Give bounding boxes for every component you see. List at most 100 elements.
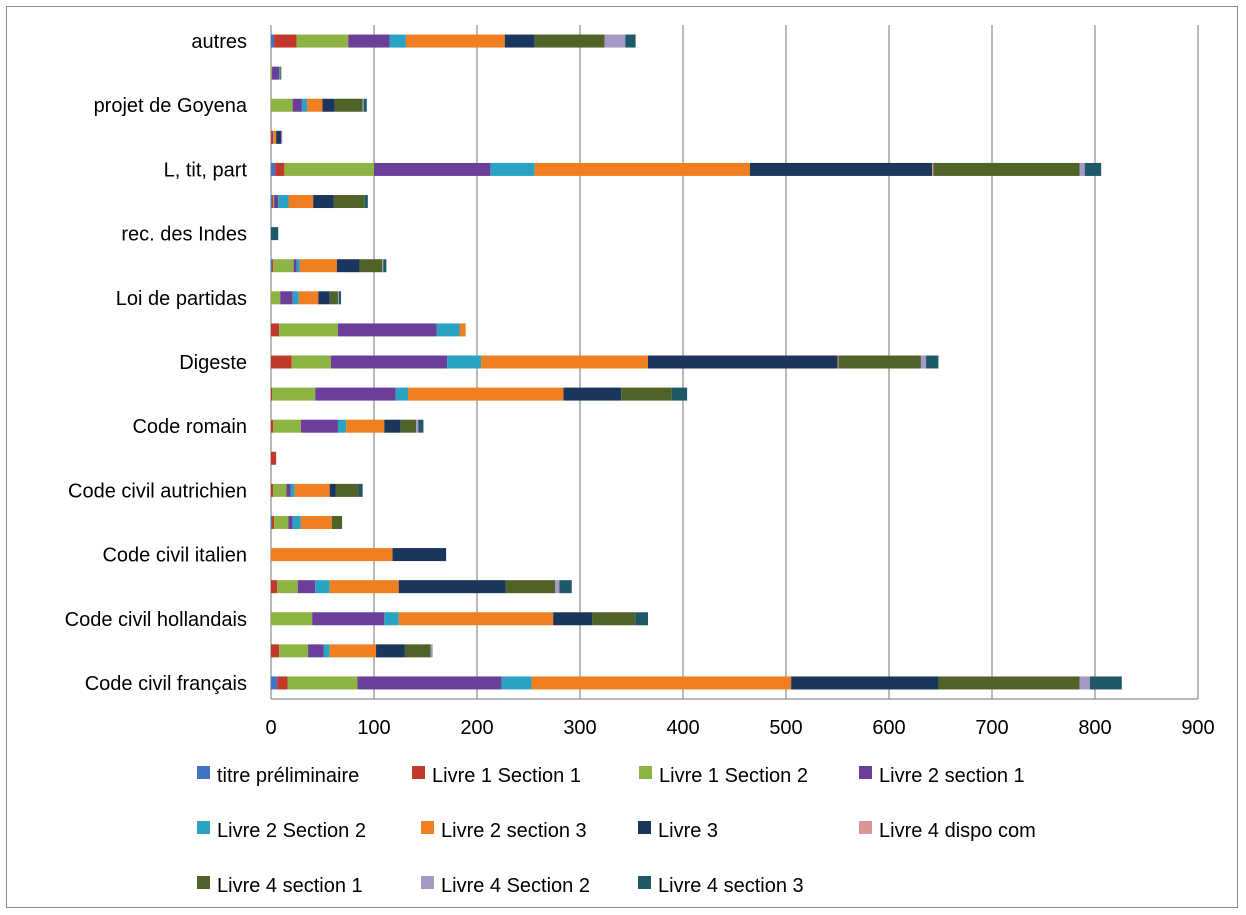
- bar-segment-12-8: [330, 291, 338, 304]
- bar-segment-2-3: [312, 612, 384, 625]
- bar-segment-8-2: [273, 420, 301, 433]
- legend-swatch-0: [197, 766, 210, 779]
- bar-segment-10-2: [292, 356, 331, 369]
- legend-swatch-7: [859, 821, 872, 834]
- bar-segment-11-4: [437, 323, 460, 336]
- bar-segment-0-10: [1090, 676, 1122, 689]
- category-label-20: autres: [191, 31, 247, 53]
- bar-segment-9-1: [271, 388, 272, 401]
- category-label-12: Loi de partidas: [116, 288, 247, 310]
- bar-segment-17-3: [272, 131, 273, 144]
- bar-segment-8-6: [384, 420, 400, 433]
- x-tick-label-5: 500: [769, 717, 802, 739]
- bar-segment-11-1: [271, 323, 279, 336]
- legend-swatch-2: [639, 766, 652, 779]
- bar-segment-13-8: [360, 259, 383, 272]
- bar-segment-16-8: [933, 163, 1079, 176]
- x-tick-label-9: 900: [1181, 717, 1214, 739]
- bar-segment-3-5: [330, 580, 399, 593]
- bar-segment-13-10: [383, 259, 386, 272]
- legend-swatch-9: [421, 876, 434, 889]
- bar-segment-16-5: [535, 163, 750, 176]
- legend-label-0: titre préliminaire: [217, 765, 359, 787]
- bar-segment-4-5: [271, 548, 393, 561]
- bar-segment-2-4: [384, 612, 398, 625]
- bar-segment-6-3: [286, 484, 290, 497]
- bar-segment-12-4: [293, 291, 299, 304]
- bar-segment-9-6: [564, 388, 622, 401]
- bar-segment-0-6: [791, 676, 938, 689]
- bar-segment-6-2: [273, 484, 286, 497]
- bar-segment-7-1: [271, 452, 276, 465]
- legend-swatch-1: [412, 766, 425, 779]
- bar-segment-18-3: [293, 99, 302, 112]
- bar-segment-8-1: [271, 420, 273, 433]
- bar-segment-6-10: [359, 484, 363, 497]
- legend-swatch-4: [197, 821, 210, 834]
- bar-segment-10-9: [921, 356, 926, 369]
- x-tick-label-7: 700: [975, 717, 1008, 739]
- bar-segment-13-1: [272, 259, 273, 272]
- x-tick-label-0: 0: [265, 717, 276, 739]
- bar-segment-15-8: [334, 195, 365, 208]
- bar-segment-3-2: [277, 580, 298, 593]
- bar-segment-10-7: [838, 356, 839, 369]
- bar-segment-12-3: [280, 291, 292, 304]
- bar-segment-15-1: [272, 195, 273, 208]
- bar-segment-6-4: [291, 484, 295, 497]
- legend-label-7: Livre 4 dispo com: [879, 820, 1036, 842]
- x-tick-label-2: 200: [460, 717, 493, 739]
- bar-segment-16-1: [275, 163, 284, 176]
- bar-segment-20-0: [271, 35, 274, 48]
- bar-segment-16-10: [1085, 163, 1101, 176]
- bar-segment-3-8: [506, 580, 555, 593]
- category-label-14: rec. des Indes: [121, 224, 247, 246]
- bar-segment-12-5: [299, 291, 319, 304]
- bar-segment-5-5: [301, 516, 332, 529]
- bar-segment-15-10: [365, 195, 368, 208]
- category-label-0: Code civil français: [85, 673, 247, 695]
- legend-swatch-6: [638, 821, 651, 834]
- bar-segment-13-0: [271, 259, 272, 272]
- bar-segment-15-3: [274, 195, 278, 208]
- bar-segment-3-6: [399, 580, 506, 593]
- bar-segment-6-5: [295, 484, 330, 497]
- bar-segment-9-8: [621, 388, 671, 401]
- bar-segment-1-3: [308, 644, 323, 657]
- bar-segment-9-5: [408, 388, 564, 401]
- bar-segment-18-2: [271, 99, 293, 112]
- bar-segment-17-5: [273, 131, 276, 144]
- bar-segment-9-4: [396, 388, 408, 401]
- bar-segment-0-8: [938, 676, 1079, 689]
- bar-segment-15-2: [273, 195, 274, 208]
- category-label-18: projet de Goyena: [94, 95, 248, 117]
- bar-segment-13-2: [273, 259, 294, 272]
- bar-segment-20-10: [625, 35, 635, 48]
- legend-label-1: Livre 1 Section 1: [432, 765, 581, 787]
- bar-segment-20-8: [535, 35, 605, 48]
- bar-segment-17-1: [271, 131, 272, 144]
- bar-segment-9-2: [272, 388, 315, 401]
- bar-segment-8-8: [401, 420, 416, 433]
- bar-segment-1-8: [405, 644, 431, 657]
- bar-segment-16-3: [374, 163, 490, 176]
- bar-segment-2-10: [636, 612, 648, 625]
- legend-label-10: Livre 4 section 3: [658, 875, 804, 897]
- bar-segment-2-5: [399, 612, 553, 625]
- bar-segment-0-2: [287, 676, 357, 689]
- category-label-8: Code romain: [132, 416, 247, 438]
- bar-segment-8-4: [338, 420, 346, 433]
- legend-label-3: Livre 2 section 1: [879, 765, 1025, 787]
- chart-frame: 0 100 200 300 400 500 600 700 800 900 Code civil f…: [6, 6, 1238, 908]
- bar-segment-5-8: [332, 516, 342, 529]
- bar-segment-1-5: [330, 644, 376, 657]
- bar-segment-15-4: [278, 195, 288, 208]
- legend-swatch-5: [421, 821, 434, 834]
- category-label-10: Digeste: [179, 352, 247, 374]
- bar-segment-0-3: [358, 676, 502, 689]
- bar-segment-12-9: [338, 291, 339, 304]
- category-label-4: Code civil italien: [102, 545, 247, 567]
- bar-segment-19-8: [280, 67, 281, 80]
- bar-segment-8-3: [301, 420, 338, 433]
- bar-segment-9-10: [672, 388, 687, 401]
